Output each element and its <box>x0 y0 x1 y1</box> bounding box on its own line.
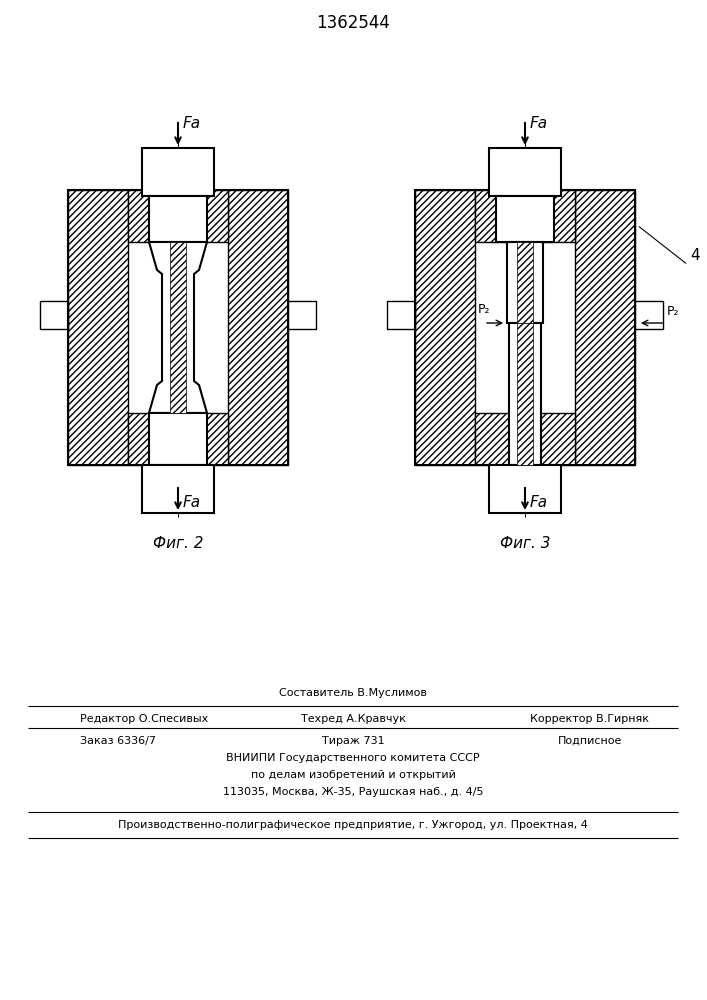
Polygon shape <box>128 190 228 242</box>
Text: Fa: Fa <box>530 116 548 131</box>
Polygon shape <box>489 148 561 196</box>
Polygon shape <box>517 323 533 465</box>
Text: Производственно-полиграфическое предприятие, г. Ужгород, ул. Проектная, 4: Производственно-полиграфическое предприя… <box>118 820 588 830</box>
Text: Редактор О.Спесивых: Редактор О.Спесивых <box>80 714 209 724</box>
Text: Fa: Fa <box>530 495 548 510</box>
Text: Составитель В.Муслимов: Составитель В.Муслимов <box>279 688 427 698</box>
Polygon shape <box>228 190 288 465</box>
Text: по делам изобретений и открытий: по делам изобретений и открытий <box>250 770 455 780</box>
Polygon shape <box>387 301 415 329</box>
Text: ВНИИПИ Государственного комитета СССР: ВНИИПИ Государственного комитета СССР <box>226 753 480 763</box>
Polygon shape <box>149 413 207 465</box>
Text: Фиг. 2: Фиг. 2 <box>153 536 203 551</box>
Text: Корректор В.Гирняк: Корректор В.Гирняк <box>530 714 650 724</box>
Text: 1362544: 1362544 <box>317 14 390 32</box>
Text: Тираж 731: Тираж 731 <box>322 736 385 746</box>
Text: P₂: P₂ <box>478 303 490 316</box>
Polygon shape <box>575 190 635 465</box>
Text: P₂: P₂ <box>667 305 679 318</box>
Polygon shape <box>149 196 207 242</box>
Polygon shape <box>517 242 533 323</box>
Polygon shape <box>489 465 561 513</box>
Polygon shape <box>142 148 214 196</box>
Polygon shape <box>142 465 214 513</box>
Text: 4: 4 <box>690 248 700 263</box>
Text: Фиг. 3: Фиг. 3 <box>500 536 550 551</box>
Polygon shape <box>475 190 575 242</box>
Polygon shape <box>128 413 228 465</box>
Text: Fa: Fa <box>183 116 201 131</box>
Text: 113035, Москва, Ж-35, Раушская наб., д. 4/5: 113035, Москва, Ж-35, Раушская наб., д. … <box>223 787 484 797</box>
Polygon shape <box>475 413 575 465</box>
Polygon shape <box>149 242 207 413</box>
Polygon shape <box>415 190 475 465</box>
Text: Заказ 6336/7: Заказ 6336/7 <box>80 736 156 746</box>
Polygon shape <box>507 242 543 323</box>
Text: Fa: Fa <box>183 495 201 510</box>
Polygon shape <box>288 301 316 329</box>
Text: Подписное: Подписное <box>558 736 622 746</box>
Polygon shape <box>68 190 128 465</box>
Polygon shape <box>635 301 663 329</box>
Polygon shape <box>40 301 68 329</box>
Polygon shape <box>496 196 554 242</box>
Polygon shape <box>170 242 186 413</box>
Polygon shape <box>509 323 541 465</box>
Text: Техред А.Кравчук: Техред А.Кравчук <box>300 714 405 724</box>
